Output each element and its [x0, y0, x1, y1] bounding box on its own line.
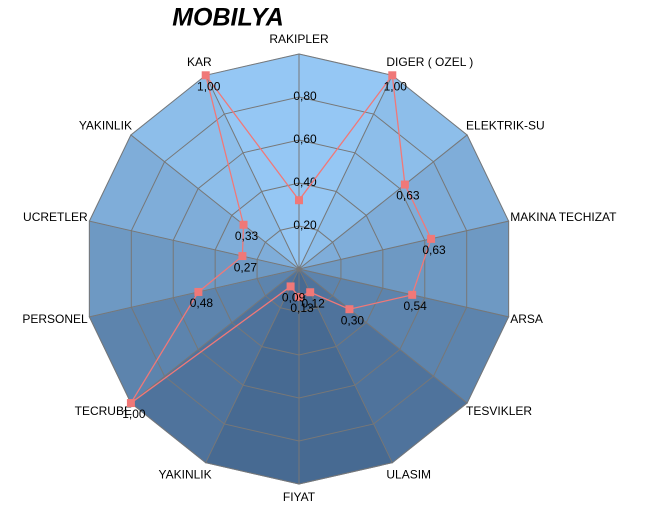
value-label: 0,12 [302, 296, 326, 310]
spoke [298, 268, 393, 463]
category-label: ELEKTRIK-SU [466, 118, 545, 132]
category-label: MAKINA TECHIZAT [510, 210, 617, 224]
value-label: 0,13 [290, 301, 314, 315]
spoke [205, 75, 300, 270]
category-label: TESVIKLER [466, 404, 532, 418]
category-label: RAKIPLER [269, 32, 329, 46]
marker [295, 292, 303, 301]
value-label: 0,33 [235, 229, 259, 243]
value-label: 1,00 [122, 407, 146, 421]
r-tick-label: 0,20 [293, 218, 317, 232]
spoke [89, 268, 300, 318]
marker [126, 399, 135, 408]
r-tick-label: 0,40 [293, 175, 317, 189]
category-label: DIGER ( OZEL ) [386, 55, 473, 69]
spoke [298, 134, 468, 270]
category-label: TECRUBE [75, 404, 132, 418]
category-label: YAKINLIK [159, 467, 212, 481]
value-label: 1,00 [197, 79, 221, 93]
marker [295, 196, 303, 205]
spoke [298, 268, 509, 318]
marker [201, 71, 210, 80]
marker [388, 71, 397, 80]
value-label: 0,30 [341, 313, 365, 327]
spoke [89, 220, 300, 270]
marker [238, 252, 247, 261]
category-label: ULASIM [386, 467, 431, 481]
r-tick-label: 0,80 [293, 89, 317, 103]
category-label: PERSONEL [22, 312, 88, 326]
value-label: 0,63 [396, 189, 420, 203]
spoke [298, 268, 468, 404]
spoke [298, 220, 509, 270]
chart-title: MOBILYA [172, 4, 284, 32]
marker [400, 180, 409, 189]
marker [427, 234, 436, 243]
value-label: 0,27 [234, 260, 258, 274]
spoke [298, 75, 393, 270]
category-label: ARSA [510, 312, 543, 326]
spoke [205, 268, 300, 463]
marker [306, 288, 315, 297]
value-label: 1,00 [384, 79, 408, 93]
value-label: 0,54 [404, 299, 428, 313]
spoke [130, 134, 300, 270]
marker [286, 282, 295, 291]
spoke [130, 268, 300, 404]
value-label: 0,48 [190, 296, 214, 310]
value-label: 0,63 [422, 243, 446, 257]
marker [345, 305, 354, 314]
category-label: FIYAT [283, 490, 316, 504]
value-label: 0,09 [282, 291, 306, 305]
marker [408, 290, 417, 299]
marker [239, 220, 248, 229]
r-tick-label: 0,60 [293, 132, 317, 146]
category-label: KAR [187, 55, 212, 69]
category-label: YAKINLIK [79, 118, 132, 132]
marker [194, 287, 203, 296]
category-label: UCRETLER [23, 210, 88, 224]
